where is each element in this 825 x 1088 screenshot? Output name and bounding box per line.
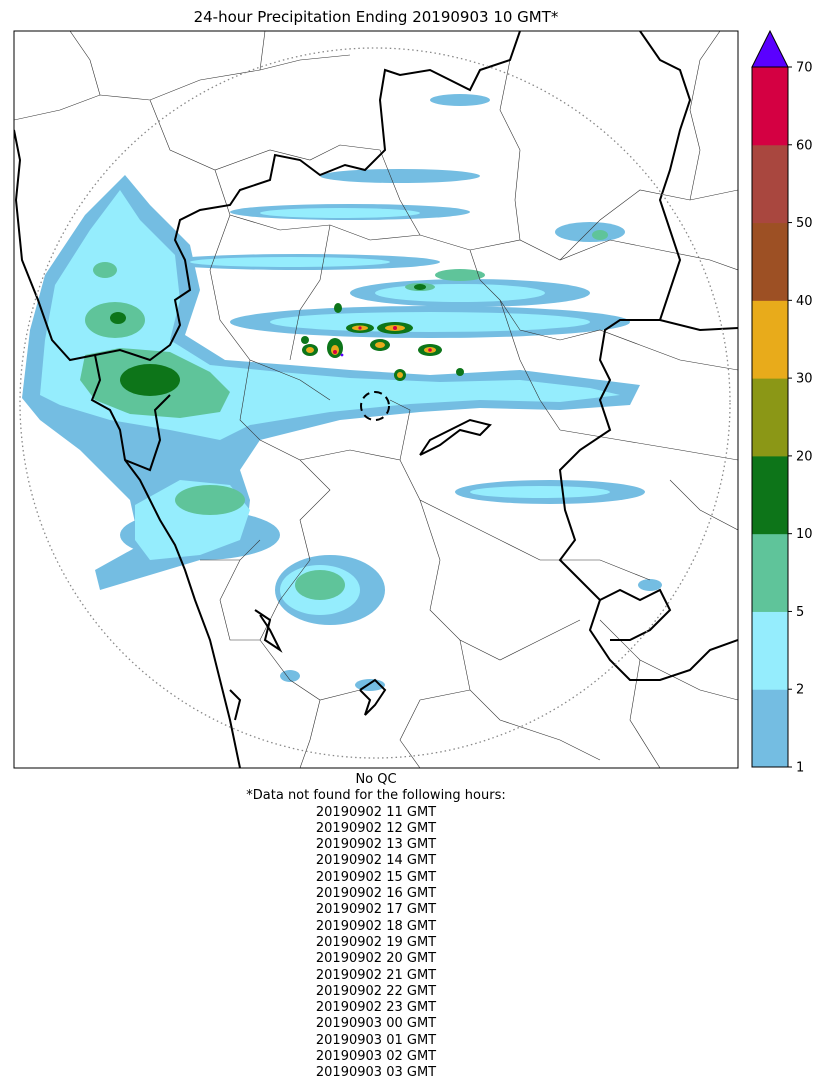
colorbar-frame	[751, 66, 789, 768]
colorbar-tick-label: 70	[796, 61, 813, 76]
colorbar-tick-label: 10	[796, 527, 813, 542]
colorbar-segment	[752, 67, 788, 146]
missing-hour-item: 20190902 14 GMT	[315, 853, 437, 869]
missing-hour-item: 20190903 03 GMT	[315, 1065, 437, 1081]
missing-hour-item: 20190902 15 GMT	[315, 869, 437, 885]
notes-block: No QC *Data not found for the following …	[14, 772, 738, 1082]
colorbar-segment	[752, 300, 788, 379]
colorbar-segment	[752, 222, 788, 301]
missing-hour-item: 20190902 12 GMT	[315, 820, 437, 836]
colorbar-segment	[752, 689, 788, 768]
colorbar-tick-label: 2	[796, 683, 804, 698]
radar-range-ring	[19, 47, 731, 759]
missing-hours-list: 20190902 11 GMT 20190902 12 GMT 20190902 1…	[14, 805, 738, 1082]
missing-hour-item: 20190903 01 GMT	[315, 1032, 437, 1048]
district-boundaries	[14, 31, 738, 768]
colorbar-tick-label: 20	[796, 449, 813, 464]
colorbar-tick-label: 1	[796, 761, 804, 776]
colorbar-segment	[752, 533, 788, 612]
missing-hour-item: 20190902 20 GMT	[315, 951, 437, 967]
missing-hour-item: 20190903 00 GMT	[315, 1016, 437, 1032]
qc-label: No QC	[355, 772, 397, 787]
precipitation-map	[13, 30, 739, 769]
missing-hour-item: 20190902 16 GMT	[315, 886, 437, 902]
missing-hour-item: 20190902 19 GMT	[315, 934, 437, 950]
colorbar-segment	[752, 611, 788, 690]
missing-hour-item: 20190902 22 GMT	[315, 983, 437, 999]
state-boundaries	[14, 31, 738, 768]
convective-cells	[301, 303, 464, 381]
colorbar-extend-triangle	[751, 29, 789, 68]
colorbar-tick-label: 40	[796, 294, 813, 309]
colorbar-segment	[752, 378, 788, 457]
colorbar-tick-label: 50	[796, 216, 813, 231]
missing-hour-item: 20190902 18 GMT	[315, 918, 437, 934]
colorbar-tick-label: 5	[796, 605, 804, 620]
missing-hour-item: 20190902 17 GMT	[315, 902, 437, 918]
precipitation-colorbar: 1 2 5 10 20 30 40 50 60 70	[751, 29, 813, 776]
missing-hour-item: 20190902 21 GMT	[315, 967, 437, 983]
colorbar-segment	[752, 455, 788, 535]
missing-data-note: *Data not found for the following hours:	[246, 788, 506, 804]
missing-hour-item: 20190902 11 GMT	[315, 804, 437, 820]
map-frame	[13, 30, 739, 769]
missing-hour-item: 20190902 23 GMT	[315, 1000, 437, 1016]
colorbar-tick-label: 60	[796, 138, 813, 153]
precip-layer-10-20	[110, 284, 426, 396]
colorbar-tick-label: 30	[796, 372, 813, 387]
missing-hour-item: 20190902 13 GMT	[315, 837, 437, 853]
radar-site-marker	[360, 391, 390, 421]
missing-hour-item: 20190903 02 GMT	[315, 1049, 437, 1065]
map-title: 24-hour Precipitation Ending 20190903 10…	[193, 8, 559, 26]
colorbar-segment	[752, 144, 788, 224]
